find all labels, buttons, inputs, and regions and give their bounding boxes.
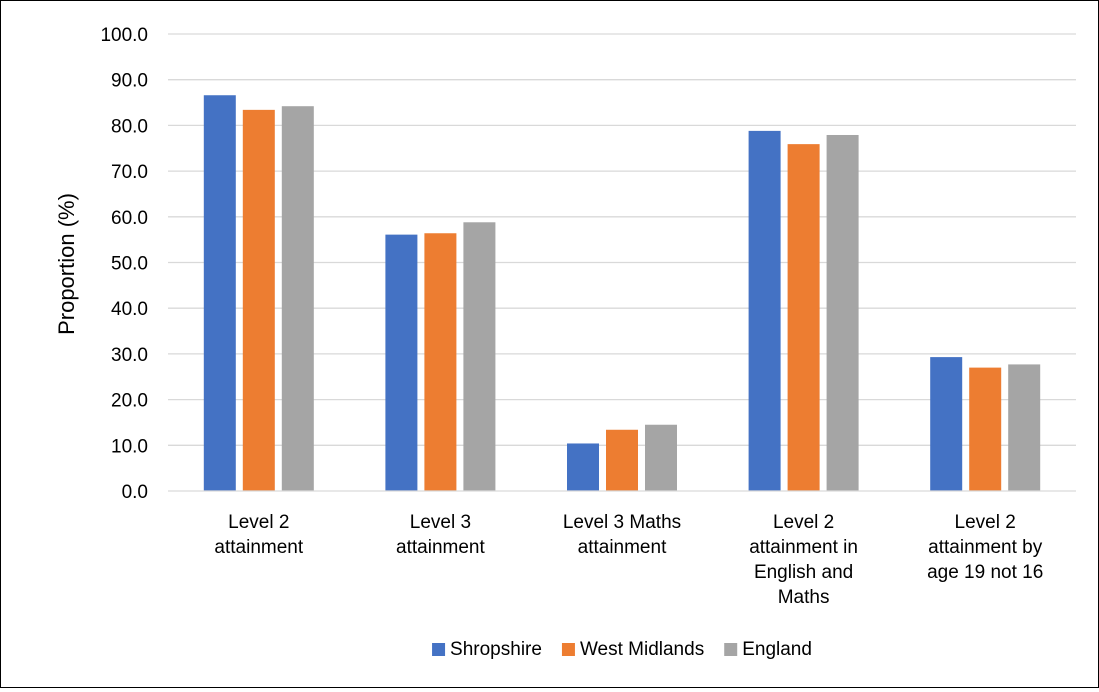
x-category-label: Maths: [778, 587, 830, 608]
legend-swatch: [561, 643, 575, 656]
y-tick-label: 30.0: [111, 345, 148, 366]
bar-west-midlands: [242, 109, 275, 491]
bar-shropshire: [203, 95, 236, 491]
bar-west-midlands: [787, 144, 820, 491]
y-tick-label: 20.0: [111, 391, 148, 412]
y-tick-label: 70.0: [111, 162, 148, 183]
bar-england: [826, 134, 859, 491]
x-category-label: attainment: [578, 537, 667, 558]
bar-shropshire: [385, 234, 418, 492]
bar-shropshire: [930, 357, 963, 491]
bar-west-midlands: [969, 367, 1002, 491]
legend-label: England: [742, 639, 812, 660]
x-category-label: age 19 not 16: [927, 562, 1043, 583]
gridlines: [168, 33, 1076, 446]
x-category-label: attainment: [214, 537, 303, 558]
x-category-label: attainment in: [749, 537, 858, 558]
bar-england: [645, 424, 677, 491]
legend-swatch: [432, 643, 446, 656]
x-category-label: Level 2: [773, 512, 834, 533]
y-tick-label: 60.0: [111, 208, 148, 229]
y-axis-label: Proportion (%): [54, 193, 79, 335]
y-tick-label: 10.0: [111, 436, 148, 457]
bar-england: [1008, 364, 1041, 491]
y-axis-ticks: 0.0 10.0 20.0 30.0 40.0 50.0 60.0 70.0 80.0 90.0 1…: [100, 25, 148, 503]
bar-shropshire: [567, 443, 599, 491]
x-category-label: Level 2: [228, 512, 289, 533]
x-category-label: Level 2: [955, 512, 1016, 533]
bars: [203, 95, 1041, 492]
y-tick-label: 40.0: [111, 299, 148, 320]
legend: Shropshire West Midlands England: [432, 639, 812, 660]
y-tick-label: 90.0: [111, 71, 148, 92]
legend-swatch: [724, 643, 738, 656]
bar-west-midlands: [424, 233, 457, 491]
bar-england: [463, 222, 496, 491]
y-tick-label: 80.0: [111, 116, 148, 137]
x-category-label: English and: [754, 562, 853, 583]
y-tick-label: 50.0: [111, 254, 148, 275]
y-tick-label: 100.0: [100, 25, 148, 46]
x-category-label: attainment by: [928, 537, 1043, 558]
bar-shropshire: [748, 130, 781, 491]
x-axis-categories: Level 2 attainment Level 3 attainment Level …: [214, 512, 1043, 608]
legend-label: Shropshire: [450, 639, 542, 660]
y-tick-label: 0.0: [122, 482, 148, 503]
bar-west-midlands: [606, 429, 638, 491]
x-category-label: Level 3: [410, 512, 471, 533]
bar-england: [281, 106, 314, 492]
x-category-label: Level 3 Maths: [563, 512, 681, 533]
x-category-label: attainment: [396, 537, 485, 558]
legend-label: West Midlands: [580, 639, 704, 660]
